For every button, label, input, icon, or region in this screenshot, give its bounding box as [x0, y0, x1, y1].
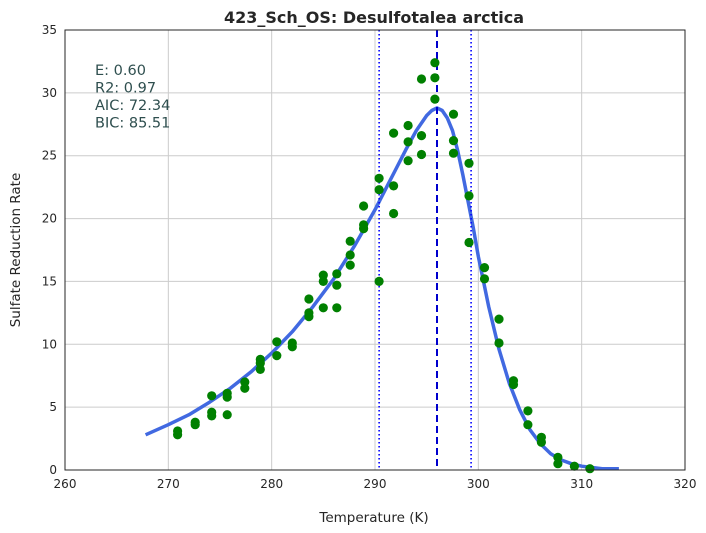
x-tick-label: 310 — [570, 477, 593, 491]
fit-curve — [144, 106, 619, 471]
data-point — [255, 358, 265, 368]
fit-layer — [144, 106, 619, 471]
data-point — [207, 411, 217, 421]
y-tick-label: 15 — [42, 274, 57, 288]
data-point — [374, 276, 384, 286]
stats-line: BIC: 85.51 — [95, 116, 170, 132]
y-tick-label: 35 — [42, 23, 57, 37]
x-tick-label: 280 — [260, 477, 283, 491]
data-point — [389, 208, 399, 219]
data-point — [359, 224, 369, 234]
chart-title: 423_Sch_OS: Desulfotalea arctica — [224, 8, 524, 27]
data-point — [536, 437, 547, 447]
data-point — [173, 430, 183, 440]
x-tick-label: 270 — [157, 477, 180, 491]
data-point — [553, 452, 563, 462]
data-point — [494, 314, 504, 324]
x-tick-label: 290 — [364, 477, 387, 491]
data-point — [240, 383, 250, 393]
y-tick-label: 0 — [49, 463, 57, 477]
data-point — [523, 406, 533, 416]
data-point — [585, 464, 595, 474]
data-point — [494, 338, 504, 348]
data-point — [389, 181, 399, 191]
data-point — [430, 73, 440, 83]
data-point — [448, 136, 459, 146]
data-point — [345, 260, 355, 270]
data-point — [272, 351, 282, 361]
stats-line: AIC: 72.34 — [95, 98, 170, 114]
data-point — [479, 274, 490, 284]
data-point — [448, 109, 459, 119]
vertical-lines — [378, 30, 472, 470]
data-point — [374, 185, 384, 195]
data-point — [416, 149, 427, 160]
data-point — [222, 392, 232, 402]
data-point — [416, 74, 427, 84]
data-point — [222, 410, 232, 420]
data-point — [403, 137, 413, 147]
data-point — [374, 173, 384, 183]
data-point — [207, 391, 217, 401]
data-point — [464, 191, 474, 201]
data-point — [345, 250, 355, 260]
data-point — [359, 201, 369, 211]
data-point — [430, 94, 440, 104]
data-point — [332, 280, 342, 290]
data-point — [332, 269, 342, 279]
y-tick-label: 30 — [42, 86, 57, 100]
data-point — [255, 364, 265, 374]
x-tick-labels: 260 270 280 290 300 310 320 — [54, 477, 697, 491]
stats-line: E: 0.60 — [95, 63, 146, 79]
data-point — [190, 420, 200, 430]
data-point — [508, 379, 519, 390]
grid — [64, 29, 686, 471]
axes-frame — [64, 29, 686, 471]
data-point — [523, 420, 533, 430]
y-axis-label: Sulfate Reduction Rate — [8, 173, 24, 328]
data-point — [272, 337, 282, 347]
data-point — [403, 156, 413, 166]
data-points — [173, 58, 595, 474]
y-tick-label: 5 — [49, 400, 57, 414]
data-point — [416, 131, 427, 141]
data-point — [403, 120, 413, 131]
data-point — [287, 342, 297, 352]
data-point — [479, 263, 490, 273]
data-point — [569, 461, 580, 471]
data-point — [240, 377, 250, 387]
x-axis-label: Temperature (K) — [318, 510, 428, 526]
data-point — [304, 294, 314, 304]
data-point — [464, 237, 474, 248]
data-point — [553, 459, 563, 469]
x-tick-label: 300 — [467, 477, 490, 491]
data-point — [304, 312, 314, 322]
data-point — [318, 276, 328, 286]
stats-line: R2: 0.97 — [95, 81, 156, 97]
data-point — [464, 158, 474, 168]
x-tick-label: 320 — [674, 477, 697, 491]
y-tick-labels: 0 5 10 15 20 25 30 35 — [42, 23, 57, 477]
y-tick-label: 25 — [42, 149, 57, 163]
data-point — [430, 58, 440, 68]
data-point — [318, 270, 328, 280]
data-point — [332, 303, 342, 313]
data-point — [318, 303, 328, 313]
y-tick-label: 10 — [42, 337, 57, 351]
data-point — [448, 148, 459, 158]
data-point — [345, 236, 355, 246]
data-point — [389, 128, 399, 138]
y-tick-label: 20 — [42, 212, 57, 226]
x-tick-label: 260 — [54, 477, 77, 491]
